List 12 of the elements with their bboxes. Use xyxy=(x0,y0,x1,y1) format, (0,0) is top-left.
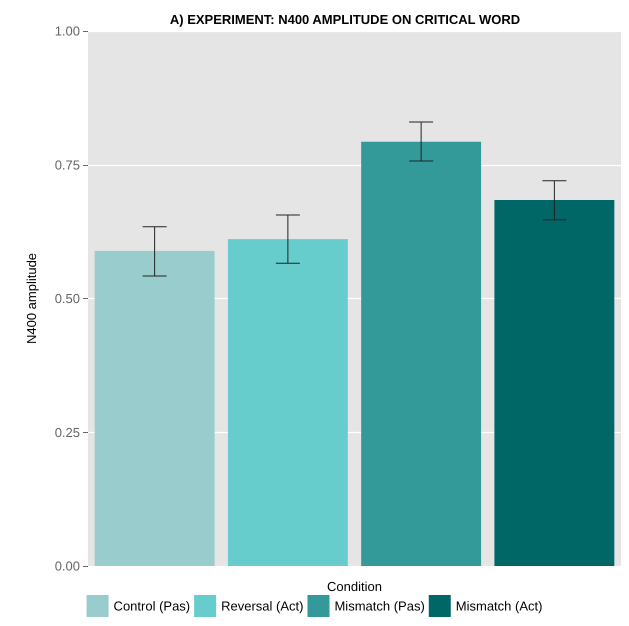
y-tick-label: 0.00 xyxy=(54,558,80,574)
legend-label: Reversal (Act) xyxy=(221,598,304,614)
y-tick-label: 0.25 xyxy=(54,424,80,440)
x-axis-title: Condition xyxy=(327,579,382,594)
y-tick-label: 0.50 xyxy=(54,291,80,306)
legend-label: Mismatch (Act) xyxy=(456,598,542,614)
y-tick-label: 1.00 xyxy=(54,24,80,38)
legend-label: Control (Pas) xyxy=(114,598,190,614)
y-axis-title: N400 amplitude xyxy=(24,252,39,344)
chart-title: A) EXPERIMENT: N400 AMPLITUDE ON CRITICAL WORD xyxy=(170,12,520,27)
y-tick-label: 0.75 xyxy=(54,157,80,172)
legend-label: Mismatch (Pas) xyxy=(334,598,425,614)
